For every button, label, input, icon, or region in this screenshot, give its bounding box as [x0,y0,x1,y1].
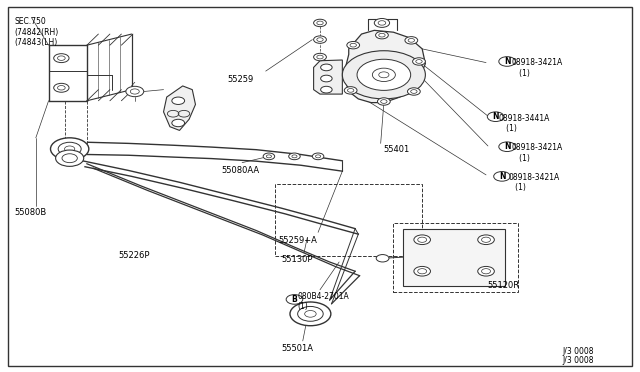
Circle shape [414,266,431,276]
Text: 08918-3441A
   (1): 08918-3441A (1) [499,114,550,133]
Circle shape [413,58,426,65]
Circle shape [314,53,326,61]
Text: B: B [292,295,298,304]
Text: 08918-3421A
   (1): 08918-3421A (1) [508,173,559,192]
Circle shape [263,153,275,160]
Text: 55259+A: 55259+A [278,236,317,245]
Circle shape [321,86,332,93]
Circle shape [405,37,418,44]
Polygon shape [164,86,195,131]
Text: 55226P: 55226P [119,251,150,260]
Circle shape [499,57,515,66]
Circle shape [477,235,494,244]
Circle shape [344,87,357,94]
Circle shape [376,32,388,39]
Circle shape [414,235,431,244]
Text: N: N [499,172,505,181]
Circle shape [126,86,144,97]
Circle shape [347,41,360,49]
Text: 55080B: 55080B [15,208,47,217]
Text: 55501A: 55501A [282,343,314,353]
Text: 080B4-2701A
(1): 080B4-2701A (1) [298,292,349,311]
Bar [403,229,505,286]
Circle shape [376,254,389,262]
Polygon shape [314,60,342,94]
Circle shape [487,112,504,122]
Circle shape [286,295,303,304]
Bar [275,184,422,256]
Polygon shape [346,31,426,103]
Circle shape [314,19,326,27]
Circle shape [477,266,494,276]
Circle shape [499,142,515,151]
Circle shape [54,83,69,92]
Text: 08918-3421A
   (1): 08918-3421A (1) [511,58,563,77]
Circle shape [493,171,510,181]
Text: N: N [504,57,510,66]
Text: 55120R: 55120R [487,280,520,289]
Text: 55080AA: 55080AA [221,166,259,174]
Circle shape [357,59,411,90]
Text: J/3 0008: J/3 0008 [563,356,594,365]
Circle shape [321,75,332,82]
Text: J/3 0008: J/3 0008 [563,347,594,356]
Circle shape [289,153,300,160]
Circle shape [172,119,184,127]
Circle shape [342,51,426,99]
Text: 55130P: 55130P [282,254,313,264]
Circle shape [172,97,184,105]
Circle shape [378,98,390,105]
Circle shape [51,138,89,160]
Text: 08918-3421A
   (1): 08918-3421A (1) [511,143,563,163]
Circle shape [56,150,84,166]
Circle shape [321,64,332,71]
Text: N: N [504,142,510,151]
Text: 55401: 55401 [384,145,410,154]
Text: SEC.750
(74842(RH)
(74843(LH): SEC.750 (74842(RH) (74843(LH) [15,17,59,47]
Circle shape [374,19,390,28]
Circle shape [290,302,331,326]
Text: 55259: 55259 [227,75,253,84]
Circle shape [312,153,324,160]
Text: N: N [492,112,499,121]
Circle shape [54,54,69,62]
Bar [394,223,518,292]
Circle shape [314,36,326,43]
Circle shape [408,88,420,95]
